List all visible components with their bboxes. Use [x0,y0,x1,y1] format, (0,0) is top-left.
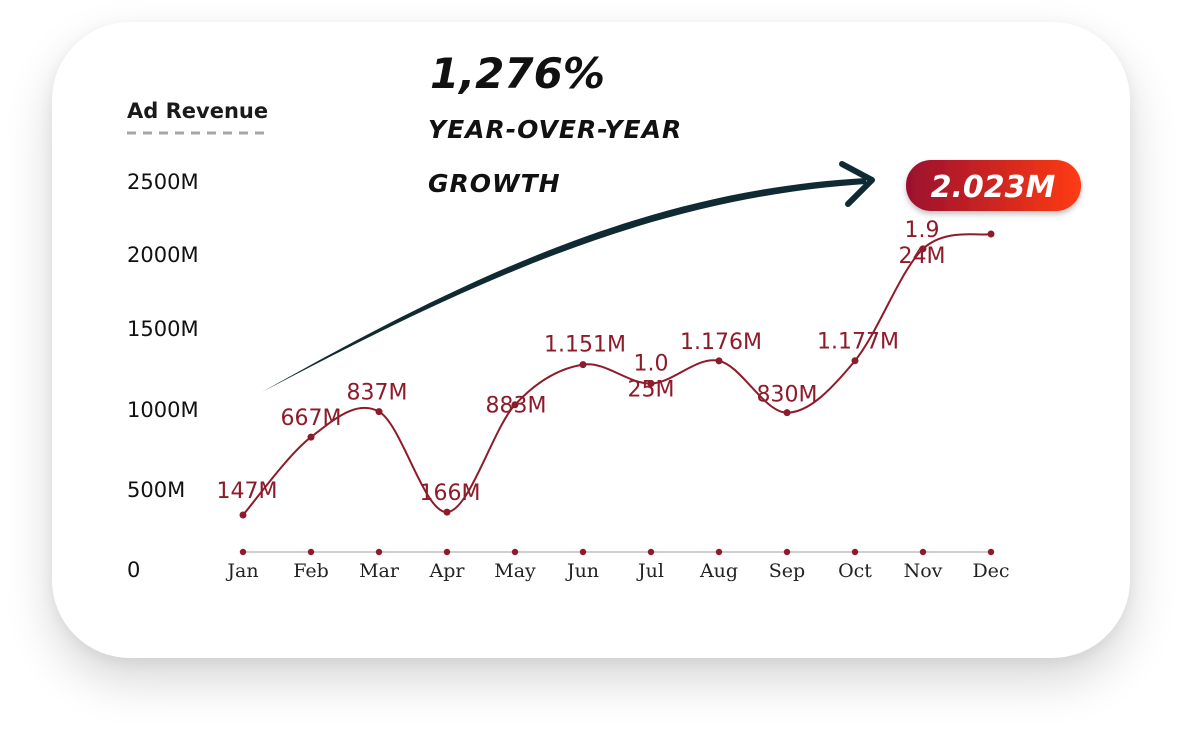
x-tick-label: Sep [769,560,805,582]
x-tick-mark [579,548,587,556]
data-point [579,361,587,369]
x-axis: Jan Feb Mar Apr May Jun Jul Aug Sep Oct Nov Dec [225,548,1010,582]
x-tick-label: Jan [225,560,258,582]
total-badge-text: 2.023M [931,170,1056,205]
x-tick-mark [715,548,723,556]
x-tick-mark [375,548,383,556]
y-tick-label: 2500M [127,170,199,194]
data-label: 1.151M [544,333,626,358]
x-tick-label: Aug [699,560,738,582]
data-label: 1.176M [680,330,762,355]
y-tick-label: 0 [127,558,140,582]
x-tick-label: Oct [838,560,872,582]
y-tick-label: 2000M [127,243,199,267]
data-point [443,508,451,516]
growth-caption-line2: GROWTH [428,169,561,198]
series-points [239,230,995,519]
x-tick-label: Apr [429,560,466,582]
x-tick-label: Mar [359,560,400,582]
data-label: 1.0 [634,351,669,376]
x-tick-label: Dec [972,560,1009,582]
x-tick-mark [511,548,519,556]
x-tick-label: Nov [904,560,943,582]
series-line [242,233,992,516]
total-badge [906,160,1081,211]
data-point [511,401,519,409]
data-point [647,379,655,387]
x-tick-mark [647,548,655,556]
growth-caption-line1: YEAR-OVER-YEAR [428,115,682,144]
x-tick-label: Jun [565,560,599,582]
x-tick-mark [239,548,247,556]
data-point [715,357,723,365]
x-tick-mark [919,548,927,556]
legend-label: Ad Revenue [127,99,268,123]
x-tick-label: Feb [293,560,329,582]
y-tick-label: 500M [127,478,185,502]
x-tick-mark [307,548,315,556]
data-label: 667M [281,406,342,431]
growth-arrow [262,178,866,392]
data-label: 883M [486,394,547,419]
data-point [919,245,927,253]
data-point [851,357,859,365]
x-tick-label: May [494,560,536,582]
x-tick-label: Jul [636,560,664,582]
y-tick-label: 1000M [127,398,199,422]
data-label: 24M [899,244,946,269]
data-label: 830M [757,383,818,408]
x-tick-mark [987,548,995,556]
y-tick-label: 1500M [127,317,199,341]
arrow-head-icon [839,161,875,207]
data-point [987,230,995,238]
data-label: 837M [347,381,408,406]
data-label: 166M [420,481,481,506]
data-label: 25M [628,377,675,402]
data-point [375,408,383,416]
x-tick-mark [851,548,859,556]
data-label: 1.177M [817,330,899,355]
data-point [239,511,247,519]
y-axis: 0 500M 1000M 1500M 2000M 2500M [127,170,199,582]
data-label: 147M [217,479,278,504]
data-point [783,409,791,417]
x-tick-mark [443,548,451,556]
data-point [307,433,315,441]
data-label: 1.9 [905,218,940,243]
x-tick-mark [783,548,791,556]
growth-stat: 1,276% [430,49,605,98]
